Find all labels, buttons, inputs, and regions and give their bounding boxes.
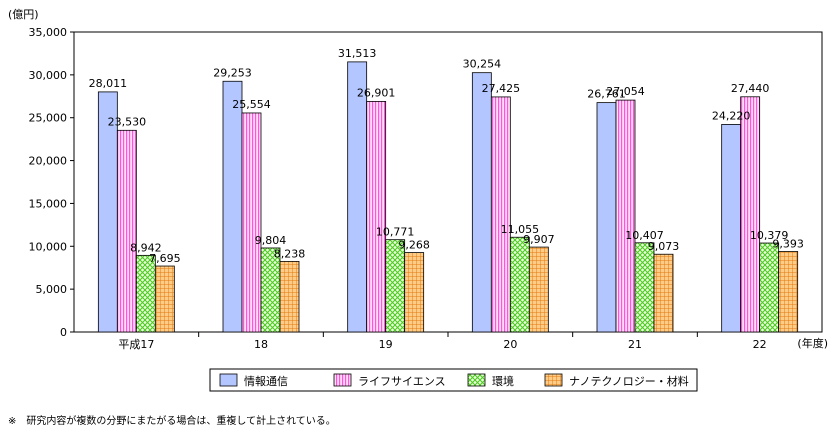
bar-1 (471, 72, 492, 333)
data-label: 31,513 (338, 47, 377, 60)
y-tick-label: 10,000 (29, 240, 68, 253)
x-tick-label: 18 (254, 338, 268, 351)
data-label: 9,268 (398, 239, 430, 252)
data-label: 9,804 (255, 234, 287, 247)
data-label: 10,407 (625, 229, 664, 242)
footnote: ※ 研究内容が複数の分野にまたがる場合は、重複して計上されている。 (8, 414, 336, 427)
y-tick-label: 20,000 (29, 155, 68, 168)
y-axis: 0 5,000 10,000 15,000 20,000 25,000 30,000 35,0… (29, 26, 74, 339)
bar-3 (759, 242, 780, 333)
legend-swatch (219, 373, 238, 387)
y-tick-label: 25,000 (29, 112, 68, 125)
legend-label: 環境 (492, 374, 514, 388)
bar-4 (528, 246, 549, 333)
data-label: 10,379 (750, 229, 789, 242)
data-label: 9,907 (523, 233, 555, 246)
bar-1 (596, 102, 617, 333)
bar-4 (778, 251, 799, 333)
legend-swatch (467, 373, 486, 387)
bar-3 (385, 239, 406, 333)
bar-1 (222, 80, 243, 333)
bars (97, 61, 799, 333)
y-tick-label: 5,000 (36, 283, 68, 296)
x-tick-label: 21 (628, 338, 642, 351)
data-label: 11,055 (501, 223, 540, 236)
x-tick-label: 20 (503, 338, 517, 351)
legend-swatch (544, 373, 563, 387)
bar-3 (260, 247, 281, 333)
bar-2 (740, 96, 761, 333)
data-label: 23,530 (108, 115, 147, 128)
bar-1 (347, 61, 368, 333)
data-label: 30,254 (463, 58, 502, 71)
value-labels: 28,011 29,253 31,513 30,254 26,761 24,220 23,5… (89, 47, 804, 265)
y-tick-label: 30,000 (29, 69, 68, 82)
legend-swatch (333, 373, 352, 387)
data-label: 27,440 (731, 82, 770, 95)
legend-label: ナノテクノロジー・材料 (569, 374, 689, 388)
data-label: 26,901 (357, 86, 396, 99)
data-label: 26,761 (587, 88, 626, 101)
data-label: 24,220 (712, 109, 751, 122)
data-label: 28,011 (89, 77, 128, 90)
bar-4 (279, 260, 300, 333)
data-label: 25,554 (232, 98, 271, 111)
data-label: 7,695 (149, 252, 181, 265)
bar-4 (154, 265, 175, 333)
x-axis: 平成17 18 19 20 21 22 (118, 332, 767, 351)
y-tick-label: 35,000 (29, 26, 68, 39)
bar-4 (404, 252, 425, 333)
data-label: 9,073 (648, 240, 680, 253)
legend-label: 情報通信 (244, 375, 288, 388)
bar-1 (721, 124, 742, 333)
bar-2 (490, 96, 511, 333)
data-label: 29,253 (213, 66, 252, 79)
bar-2 (241, 112, 262, 333)
bar-2 (366, 101, 387, 333)
data-label: 9,393 (772, 237, 804, 250)
y-tick-label: 15,000 (29, 197, 68, 210)
data-label: 10,771 (376, 226, 415, 239)
y-unit-label: (億円) (8, 8, 39, 21)
plot-area (73, 31, 823, 333)
x-tick-label: 19 (379, 338, 393, 351)
legend-box (209, 368, 698, 392)
legend: 情報通信 ライフサイエンス 環境 ナノテクノロジー・材料 (209, 368, 698, 392)
bar-3 (509, 236, 530, 333)
legend-label: ライフサイエンス (358, 375, 446, 388)
x-tick-label: 22 (753, 338, 767, 351)
bar-2 (615, 99, 636, 333)
bar-3 (634, 242, 655, 333)
bar-4 (653, 253, 674, 333)
x-unit-label: (年度) (797, 336, 828, 350)
data-label: 27,425 (482, 82, 521, 95)
y-tick-label: 0 (60, 326, 67, 339)
data-label: 27,054 (606, 85, 645, 98)
data-label: 8,942 (130, 241, 162, 254)
data-label: 8,238 (274, 247, 306, 260)
bar-3 (135, 254, 156, 333)
bar-2 (116, 129, 137, 333)
x-tick-label: 平成17 (118, 338, 154, 351)
